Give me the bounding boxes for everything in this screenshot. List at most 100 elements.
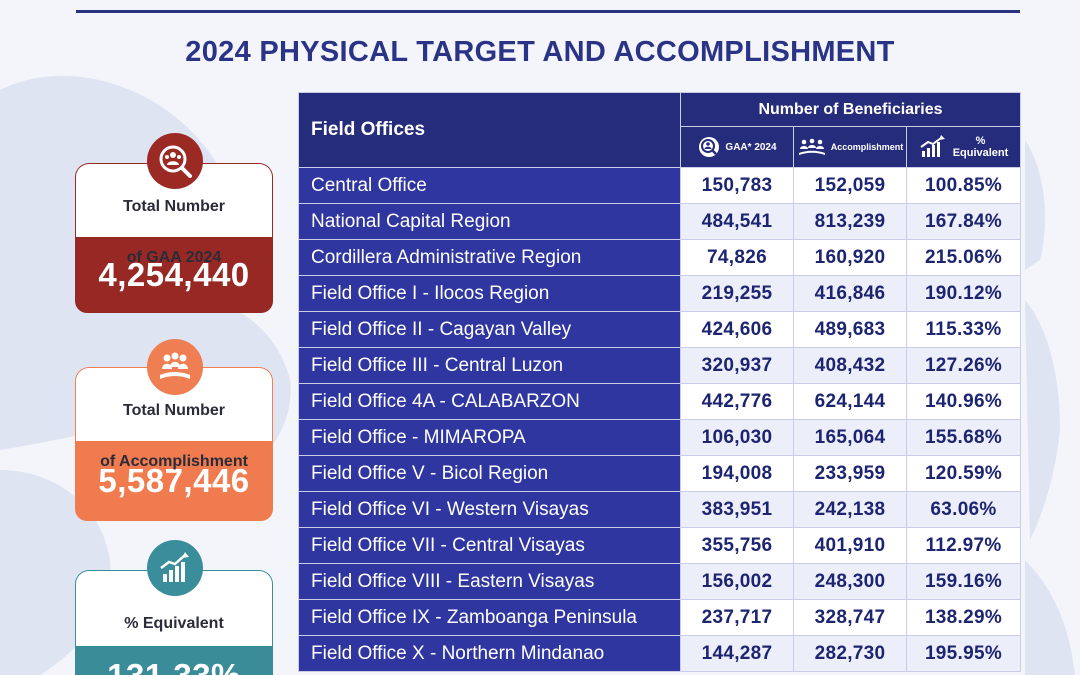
field-office-name: Field Office III - Central Luzon [298, 347, 681, 384]
field-offices-header: Field Offices [298, 92, 681, 168]
beneficiaries-header: Number of Beneficiaries [680, 92, 1021, 127]
accomplishment-value: 152,059 [793, 167, 907, 204]
table-row: Field Office 4A - CALABARZON 442,776 624… [298, 383, 1021, 420]
gaa-value: 320,937 [680, 347, 794, 384]
gaa-value: 424,606 [680, 311, 794, 348]
pct-value: 140.96% [906, 383, 1021, 420]
field-office-name: Field Office - MIMAROPA [298, 419, 681, 456]
gaa-value: 194,008 [680, 455, 794, 492]
pct-value: 190.12% [906, 275, 1021, 312]
table-row: National Capital Region 484,541 813,239 … [298, 203, 1021, 240]
field-office-name: Field Office II - Cagayan Valley [298, 311, 681, 348]
field-office-name: Field Office 4A - CALABARZON [298, 383, 681, 420]
pct-value: 155.68% [906, 419, 1021, 456]
pct-value: 195.95% [906, 635, 1021, 672]
growth-chart-icon [920, 135, 945, 157]
equivalent-total-value: 131.33% [75, 646, 273, 675]
accomplishment-card-label-2: of Accomplishment [100, 453, 248, 470]
field-office-name: Central Office [298, 167, 681, 204]
pct-column-label-2: Equivalent [952, 147, 1009, 159]
gaa-value: 442,776 [680, 383, 794, 420]
accomplishment-value: 282,730 [793, 635, 907, 672]
pct-value: 120.59% [906, 455, 1021, 492]
table-row: Field Office I - Ilocos Region 219,255 4… [298, 275, 1021, 312]
accomplishment-value: 624,144 [793, 383, 907, 420]
table-row: Field Office X - Northern Mindanao 144,2… [298, 635, 1021, 672]
field-office-name: Field Office VI - Western Visayas [298, 491, 681, 528]
field-office-name: Field Office IX - Zamboanga Peninsula [298, 599, 681, 636]
accomplishment-total-value: 5,587,446 [75, 441, 273, 521]
growth-chart-icon [147, 540, 203, 596]
gaa-value: 219,255 [680, 275, 794, 312]
equivalent-summary-card: % Equivalent 131.33% [75, 540, 273, 675]
gaa-card-label-1: Total Number [123, 198, 225, 215]
pct-value: 63.06% [906, 491, 1021, 528]
pct-value: 167.84% [906, 203, 1021, 240]
group-hands-icon [147, 339, 203, 395]
pct-column-label-1: % [975, 135, 986, 147]
gaa-value: 156,002 [680, 563, 794, 600]
beneficiaries-table: Field Offices Number of Beneficiaries GA… [298, 92, 1021, 672]
accomplishment-card-label-1: Total Number [123, 402, 225, 419]
field-office-name: Field Office VIII - Eastern Visayas [298, 563, 681, 600]
accomplishment-value: 328,747 [793, 599, 907, 636]
field-office-name: Field Office VII - Central Visayas [298, 527, 681, 564]
gaa-total-value: 4,254,440 [75, 237, 273, 313]
accomplishment-value: 813,239 [793, 203, 907, 240]
people-search-icon [147, 133, 203, 189]
accomplishment-value: 160,920 [793, 239, 907, 276]
accomplishment-value: 416,846 [793, 275, 907, 312]
gaa-summary-card: Total Number of GAA 2024 4,254,440 [75, 133, 273, 313]
gaa-value: 237,717 [680, 599, 794, 636]
accomplishment-value: 248,300 [793, 563, 907, 600]
accomplishment-value: 408,432 [793, 347, 907, 384]
pct-value: 115.33% [906, 311, 1021, 348]
field-office-name: Field Office I - Ilocos Region [298, 275, 681, 312]
accomplishment-summary-card: Total Number of Accomplishment 5,587,446 [75, 339, 273, 521]
page-title: 2024 PHYSICAL TARGET AND ACCOMPLISHMENT [185, 36, 895, 68]
table-row: Cordillera Administrative Region 74,826 … [298, 239, 1021, 276]
accomplishment-value: 489,683 [793, 311, 907, 348]
gaa-value: 150,783 [680, 167, 794, 204]
table-row: Field Office VI - Western Visayas 383,95… [298, 491, 1021, 528]
table-row: Field Office VIII - Eastern Visayas 156,… [298, 563, 1021, 600]
equivalent-column-header: % Equivalent [906, 126, 1021, 168]
gaa-column-label: GAA* 2024 [725, 141, 777, 153]
table-row: Central Office 150,783 152,059 100.85% [298, 167, 1021, 204]
gaa-value: 144,287 [680, 635, 794, 672]
gaa-value: 355,756 [680, 527, 794, 564]
table-row: Field Office III - Central Luzon 320,937… [298, 347, 1021, 384]
pct-value: 215.06% [906, 239, 1021, 276]
table-row: Field Office VII - Central Visayas 355,7… [298, 527, 1021, 564]
pct-value: 159.16% [906, 563, 1021, 600]
accomplishment-card-header: Total Number of Accomplishment [75, 367, 273, 470]
field-office-name: Cordillera Administrative Region [298, 239, 681, 276]
pct-value: 100.85% [906, 167, 1021, 204]
pct-value: 112.97% [906, 527, 1021, 564]
people-search-icon [699, 137, 720, 157]
table-row: Field Office II - Cagayan Valley 424,606… [298, 311, 1021, 348]
table-row: Field Office - MIMAROPA 106,030 165,064 … [298, 419, 1021, 456]
pct-value: 138.29% [906, 599, 1021, 636]
accomplishment-column-label: Accomplishment [830, 142, 904, 152]
gaa-value: 74,826 [680, 239, 794, 276]
table-row: Field Office IX - Zamboanga Peninsula 23… [298, 599, 1021, 636]
top-rule [76, 10, 1020, 13]
gaa-value: 383,951 [680, 491, 794, 528]
group-hands-icon [798, 138, 825, 155]
equivalent-card-label: % Equivalent [124, 615, 224, 632]
gaa-value: 484,541 [680, 203, 794, 240]
field-office-name: National Capital Region [298, 203, 681, 240]
gaa-column-header: GAA* 2024 [680, 126, 794, 168]
pct-value: 127.26% [906, 347, 1021, 384]
accomplishment-value: 165,064 [793, 419, 907, 456]
accomplishment-value: 401,910 [793, 527, 907, 564]
field-office-name: Field Office X - Northern Mindanao [298, 635, 681, 672]
gaa-card-label-2: of GAA 2024 [126, 249, 222, 266]
table-row: Field Office V - Bicol Region 194,008 23… [298, 455, 1021, 492]
field-office-name: Field Office V - Bicol Region [298, 455, 681, 492]
accomplishment-column-header: Accomplishment [793, 126, 907, 168]
accomplishment-value: 242,138 [793, 491, 907, 528]
accomplishment-value: 233,959 [793, 455, 907, 492]
gaa-value: 106,030 [680, 419, 794, 456]
